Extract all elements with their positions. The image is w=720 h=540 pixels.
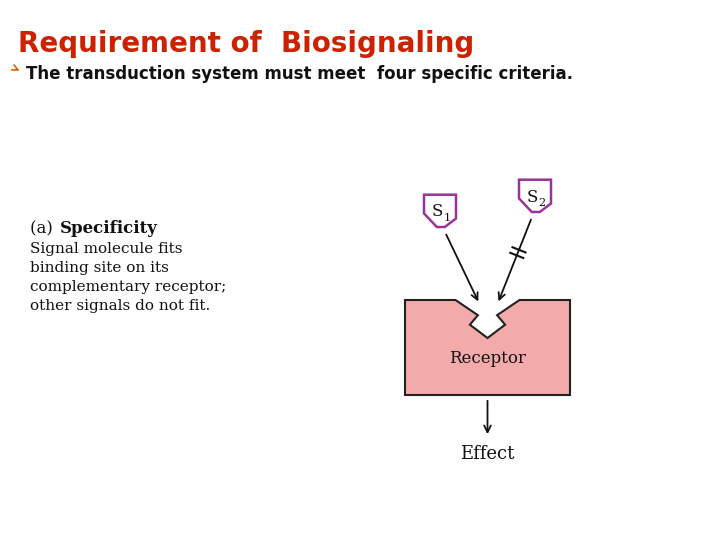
Text: (a): (a) bbox=[30, 220, 58, 237]
Polygon shape bbox=[405, 300, 570, 395]
Polygon shape bbox=[519, 180, 551, 212]
Text: S: S bbox=[431, 204, 443, 220]
Text: 1: 1 bbox=[444, 213, 451, 223]
Text: other signals do not fit.: other signals do not fit. bbox=[30, 299, 210, 313]
Text: S: S bbox=[526, 188, 538, 206]
Text: Receptor: Receptor bbox=[449, 350, 526, 367]
Text: Effect: Effect bbox=[460, 445, 515, 463]
Text: complementary receptor;: complementary receptor; bbox=[30, 280, 226, 294]
Text: 2: 2 bbox=[539, 198, 546, 208]
Text: Requirement of  Biosignaling: Requirement of Biosignaling bbox=[18, 30, 474, 58]
Polygon shape bbox=[424, 195, 456, 227]
Text: Specificity: Specificity bbox=[60, 220, 158, 237]
Text: binding site on its: binding site on its bbox=[30, 261, 169, 275]
Text: The transduction system must meet  four specific criteria.: The transduction system must meet four s… bbox=[26, 65, 573, 83]
Text: Signal molecule fits: Signal molecule fits bbox=[30, 242, 182, 256]
